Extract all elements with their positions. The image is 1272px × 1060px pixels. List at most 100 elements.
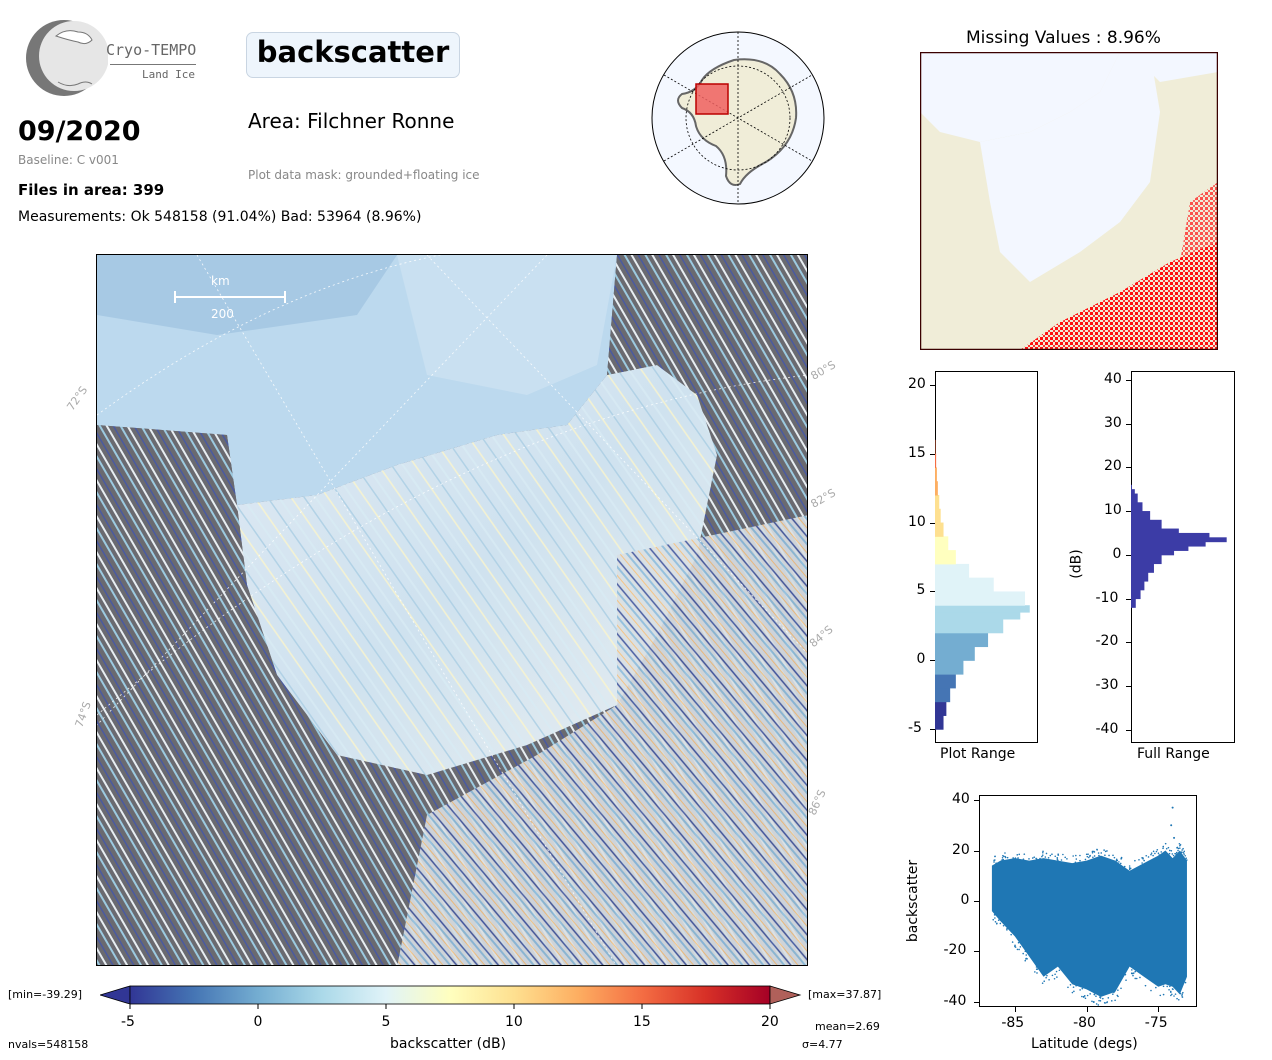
scatter-point xyxy=(1095,1003,1098,1005)
colorbar-tick-label: 10 xyxy=(505,1014,523,1030)
histogram-bar xyxy=(1131,537,1227,543)
colorbar-tick-label: 5 xyxy=(381,1014,391,1030)
x-tick xyxy=(1158,1007,1160,1012)
scatter-point xyxy=(1045,852,1048,855)
scatter-point xyxy=(1093,855,1096,857)
scatter-point xyxy=(1177,849,1179,852)
scatter-point xyxy=(1093,993,1096,996)
scatter-point xyxy=(1128,868,1131,871)
scatter-point xyxy=(1039,857,1041,860)
scatter-point xyxy=(1089,855,1091,858)
scatter-point xyxy=(1079,989,1081,991)
scatter-point xyxy=(1172,854,1175,857)
scatter-point xyxy=(1018,948,1020,951)
y-tick xyxy=(930,729,935,731)
scatter-point xyxy=(1049,854,1052,857)
y-tick-label: 40 xyxy=(952,791,970,808)
scatter-point xyxy=(1150,853,1152,856)
scatter-point xyxy=(1165,847,1168,850)
scatter-point xyxy=(1091,850,1094,853)
scatter-point xyxy=(1012,857,1014,859)
scatter-point xyxy=(1143,859,1145,862)
histogram-bar xyxy=(1131,598,1136,608)
histogram-bar xyxy=(1131,563,1154,573)
lat-label-74: 74°S xyxy=(72,699,94,730)
scatter-point xyxy=(1175,853,1177,855)
scatter-point xyxy=(1184,981,1187,984)
scatter-point xyxy=(1168,852,1171,855)
scatter-point xyxy=(1104,850,1107,853)
scatter-point xyxy=(1152,854,1154,857)
scatter-point xyxy=(1107,997,1110,999)
histogram-bar xyxy=(1131,528,1179,534)
scatter-point xyxy=(1175,851,1178,854)
scatter-point xyxy=(1011,941,1014,943)
scatter-point xyxy=(1028,858,1030,860)
scatter-point xyxy=(1145,854,1148,857)
histogram-bar xyxy=(935,646,975,661)
scatter-point xyxy=(1144,984,1147,987)
scatter-point xyxy=(1159,994,1162,997)
colorbar-gradient xyxy=(129,985,771,1005)
scatter-point xyxy=(1066,858,1068,860)
scatter-point xyxy=(1162,845,1165,848)
scale-unit: km xyxy=(211,274,230,288)
y-tick-label: -5 xyxy=(908,720,922,737)
y-tick xyxy=(974,800,979,802)
histogram-bar xyxy=(1131,519,1162,530)
scatter-point xyxy=(1182,847,1184,850)
lat-label-72: 72°S xyxy=(64,383,91,414)
scatter-point xyxy=(1098,999,1100,1002)
y-tick-label: 20 xyxy=(1104,458,1122,475)
y-tick xyxy=(1126,423,1131,425)
y-tick xyxy=(974,850,979,852)
scatter-point xyxy=(1024,950,1027,953)
y-tick xyxy=(930,453,935,455)
x-tick-label: -75 xyxy=(1144,1015,1168,1031)
colorbar-tick-label: -5 xyxy=(121,1014,135,1030)
scatter-point xyxy=(994,913,996,916)
sigma-label: σ=4.77 xyxy=(802,1038,843,1051)
scatter-point xyxy=(1041,854,1044,856)
scatter-point xyxy=(1131,972,1134,975)
missing-values-title: Missing Values : 8.96% xyxy=(966,28,1161,48)
histogram-bar xyxy=(1131,550,1175,556)
scatter-point xyxy=(1142,858,1144,860)
scatter-point xyxy=(1095,995,1097,997)
scatter-point xyxy=(1056,976,1058,978)
scatter-point xyxy=(1112,993,1114,995)
x-tick xyxy=(1014,1007,1016,1012)
scatter-point xyxy=(1164,842,1167,845)
scatter-point xyxy=(1104,854,1106,857)
scatter-point xyxy=(1042,850,1044,853)
y-tick-label: -10 xyxy=(1095,589,1119,606)
scatter-point xyxy=(1177,998,1180,1001)
histogram-bar xyxy=(1131,581,1145,591)
scatter-point xyxy=(1002,855,1005,857)
scatter-point xyxy=(1157,852,1160,855)
scatter-point xyxy=(1075,854,1077,857)
y-tick-label: 40 xyxy=(1104,370,1122,387)
scatter-point xyxy=(1112,854,1114,857)
scatter-point xyxy=(1171,853,1174,855)
scale-value: 200 xyxy=(211,307,234,321)
colorbar xyxy=(100,985,802,1009)
scatter-point xyxy=(1124,973,1127,976)
scatter-point xyxy=(1181,851,1183,854)
histogram-bar xyxy=(1131,511,1151,521)
scatter-point xyxy=(1010,933,1012,936)
scatter-point xyxy=(1092,1000,1095,1003)
scatter-point xyxy=(1131,969,1133,971)
lat-label-86: 86°S xyxy=(805,787,829,818)
scatter-point xyxy=(992,918,995,921)
scatter-point xyxy=(1116,859,1119,862)
y-tick xyxy=(930,591,935,593)
scatter-point xyxy=(1162,985,1165,988)
scatter-point xyxy=(1071,991,1074,994)
scatter-point xyxy=(1117,989,1119,991)
plot-range-label: Plot Range xyxy=(940,746,1016,762)
scatter-point xyxy=(1182,851,1185,854)
scatter-point xyxy=(1125,979,1127,981)
scatter-point xyxy=(1176,847,1178,849)
histogram-bar xyxy=(935,674,956,689)
